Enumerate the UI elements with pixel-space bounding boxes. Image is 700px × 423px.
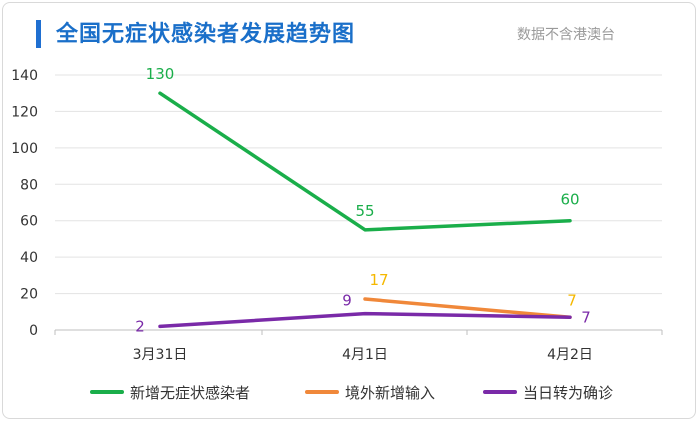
y-tick-label: 40 — [20, 250, 38, 266]
series-line-0 — [158, 91, 572, 232]
legend-swatch — [305, 390, 339, 394]
chart-legend: 新增无症状感染者 境外新增输入 当日转为确诊 — [0, 381, 700, 403]
data-label: 9 — [342, 292, 352, 310]
data-label: 17 — [369, 271, 388, 289]
y-tick-label: 120 — [11, 104, 38, 120]
x-tick-label: 3月31日 — [133, 347, 188, 363]
legend-label: 当日转为确诊 — [523, 384, 614, 402]
y-tick-label: 20 — [20, 287, 38, 303]
y-tick-label: 0 — [29, 323, 38, 339]
data-label: 2 — [135, 317, 145, 335]
legend-label: 境外新增输入 — [345, 384, 436, 402]
y-tick-label: 80 — [20, 177, 38, 193]
legend-swatch — [483, 390, 517, 394]
chart-frame — [2, 2, 696, 419]
chart-subtitle: 数据不含港澳台 — [517, 27, 615, 43]
data-label: 60 — [560, 191, 579, 209]
series-line-2 — [158, 311, 572, 329]
chart-title: 全国无症状感染者发展趋势图 — [56, 22, 356, 47]
x-tick-label: 4月2日 — [547, 347, 593, 363]
legend-label: 新增无症状感染者 — [130, 384, 251, 402]
data-label: 7 — [581, 308, 591, 326]
series-line-1 — [363, 297, 572, 319]
legend-swatch — [90, 390, 124, 394]
x-tick-label: 4月1日 — [342, 347, 388, 363]
data-label: 130 — [146, 65, 175, 83]
data-label: 55 — [355, 202, 374, 220]
y-tick-label: 100 — [11, 141, 38, 157]
data-label: 7 — [567, 291, 577, 309]
title-accent-bar — [36, 20, 41, 48]
y-tick-label: 140 — [11, 68, 38, 84]
y-tick-label: 60 — [20, 214, 38, 230]
